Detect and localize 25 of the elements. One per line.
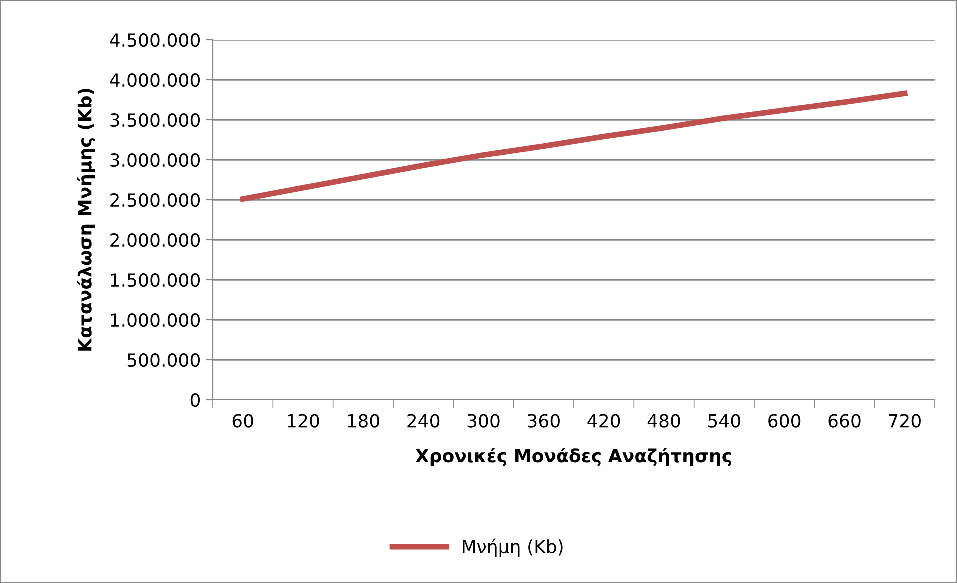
y-tick-label: 4.000.000: [110, 73, 200, 88]
x-tick-label: 720: [889, 414, 921, 428]
y-tick-label: 0: [190, 393, 200, 408]
x-tick-label: 540: [708, 414, 740, 428]
x-tick-label: 600: [768, 414, 801, 428]
x-tick-label: 300: [468, 414, 500, 428]
y-tick-label: 1.500.000: [111, 273, 200, 288]
x-tick-label: 660: [828, 414, 861, 428]
x-tick-label: 480: [648, 414, 680, 428]
x-tick-label: 60: [232, 414, 254, 428]
x-tick-label: 180: [348, 414, 380, 428]
x-tick-label: 240: [408, 414, 440, 428]
y-tick-label: 2.000.000: [110, 233, 200, 248]
y-tick-label: 3.500.000: [110, 113, 200, 128]
y-axis-title: Κατανάλωση Μνήμης (Kb): [77, 89, 96, 351]
y-tick-label: 500.000: [128, 353, 200, 368]
legend-label: Μνήμη (Kb): [462, 538, 563, 558]
x-tick-label: 120: [288, 414, 320, 428]
y-tick-label: 4.500.000: [110, 33, 200, 48]
y-tick-label: 1.000.000: [111, 313, 200, 328]
x-axis-title: Χρονικές Μονάδες Αναζήτησης: [416, 448, 732, 466]
x-tick-label: 360: [528, 414, 560, 428]
y-tick-label: 2.500.000: [110, 193, 200, 208]
y-tick-label: 3.000.000: [110, 153, 200, 168]
x-tick-label: 420: [588, 414, 620, 428]
